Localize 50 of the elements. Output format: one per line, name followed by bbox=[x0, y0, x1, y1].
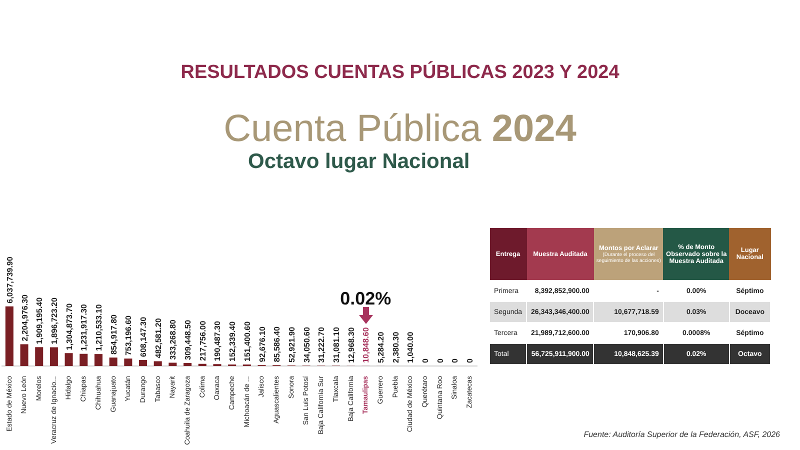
data-label: 34,050.60 bbox=[302, 326, 312, 363]
bar bbox=[154, 361, 162, 366]
data-label: 482,581.20 bbox=[154, 318, 163, 358]
source-note: Fuente: Auditoría Superior de la Federación, ASF, 2026 bbox=[584, 430, 780, 439]
data-label: 85,586.40 bbox=[272, 326, 282, 362]
data-label: 1,231,917.30 bbox=[80, 304, 89, 351]
bar bbox=[64, 353, 73, 366]
data-label: 31,081.10 bbox=[332, 326, 341, 363]
data-label: 0 bbox=[421, 358, 430, 363]
data-label: 0 bbox=[466, 358, 475, 363]
data-label: 10,848.60 bbox=[362, 326, 371, 363]
data-label: 333,268.80 bbox=[168, 319, 178, 360]
bar bbox=[80, 354, 88, 366]
data-label: 1,909,195.40 bbox=[35, 296, 44, 344]
data-label: 152,339.40 bbox=[228, 320, 238, 362]
chart-subtitle: Cuenta Pública 2024 bbox=[222, 108, 578, 151]
data-label: 0 bbox=[450, 358, 460, 363]
data-label: 309,448.50 bbox=[184, 319, 193, 360]
bar bbox=[139, 360, 148, 366]
bar bbox=[5, 306, 14, 366]
bar bbox=[124, 358, 132, 366]
data-label: 217,756.00 bbox=[198, 320, 208, 361]
text: Octavo lugar Nacional bbox=[248, 150, 470, 174]
data-label: 854,917.80 bbox=[109, 314, 118, 355]
data-label: 6,037,739.90 bbox=[5, 256, 14, 304]
bar bbox=[50, 347, 58, 366]
data-label: 2,380.30 bbox=[391, 331, 400, 363]
data-label: 31,222.70 bbox=[317, 326, 326, 363]
data-label: 608,147.30 bbox=[139, 316, 148, 357]
data-label: 1,040.00 bbox=[406, 331, 416, 363]
chart-title: RESULTADOS CUENTAS PÚBLICAS 2023 Y 2024 bbox=[180, 62, 620, 84]
data-label: 151,400.60 bbox=[242, 320, 252, 362]
data-label: 1,896,723.20 bbox=[50, 297, 59, 344]
data-label: 1,210,533.10 bbox=[94, 304, 104, 352]
data-label: 0 bbox=[436, 358, 445, 363]
data-label: 92,676.10 bbox=[258, 326, 267, 362]
bar bbox=[20, 344, 28, 366]
bar bbox=[35, 347, 44, 366]
bar bbox=[94, 354, 102, 366]
data-label: 52,921.90 bbox=[287, 326, 296, 362]
data-label: 12,968.30 bbox=[346, 326, 356, 363]
bar bbox=[184, 362, 192, 366]
annotation: 0.02% bbox=[340, 288, 392, 308]
data-label: 2,204,976.30 bbox=[20, 294, 30, 342]
data-label: 5,284.20 bbox=[376, 331, 386, 363]
bar bbox=[109, 358, 118, 366]
data-label: 1,304,873.70 bbox=[64, 302, 74, 350]
bar bbox=[168, 362, 177, 366]
data-label: 753,196.60 bbox=[124, 314, 134, 356]
data-label: 190,487.30 bbox=[213, 320, 222, 362]
